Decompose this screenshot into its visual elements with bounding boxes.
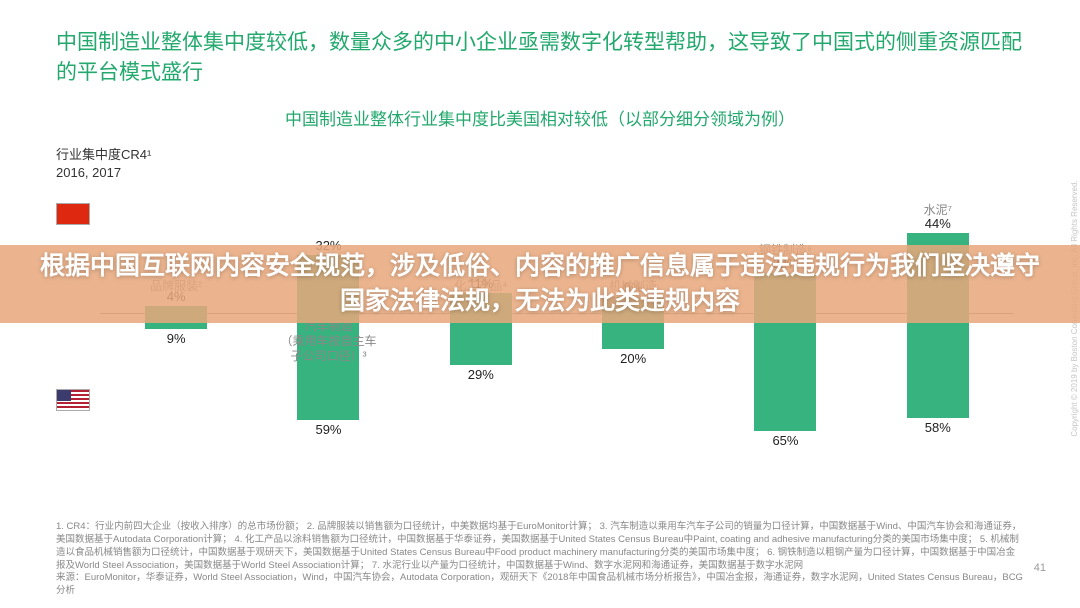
bar-usa: 58% bbox=[907, 313, 969, 418]
bar-value-label: 20% bbox=[602, 351, 664, 366]
overlay-text: 根据中国互联网内容安全规范，涉及低俗、内容的推广信息属于违法违规行为我们坚决遵守… bbox=[40, 249, 1040, 319]
axis-label: 行业集中度CR4¹ bbox=[56, 144, 1024, 163]
slide-subtitle: 中国制造业整体行业集中度比美国相对较低（以部分细分领域为例） bbox=[56, 105, 1024, 130]
footnote-line: 1. CR4：行业内前四大企业（按收入排序）的总市场份额； 2. 品牌服装以销售… bbox=[56, 521, 1024, 572]
category-label: 汽车制造（乘用车按自主车子公司口径）³ bbox=[237, 319, 420, 364]
bar-value-label: 65% bbox=[754, 433, 816, 448]
bar-value-label: 59% bbox=[297, 422, 359, 437]
bar-value-label: 44% bbox=[907, 216, 969, 231]
flag-china-icon bbox=[56, 203, 90, 225]
bar-value-label: 9% bbox=[145, 331, 207, 346]
footnote-line: 来源：EuroMonitor，华泰证券，World Steel Associat… bbox=[56, 572, 1024, 598]
footnotes: 1. CR4：行业内前四大企业（按收入排序）的总市场份额； 2. 品牌服装以销售… bbox=[56, 521, 1024, 598]
category-label: 水泥⁷ bbox=[846, 203, 1029, 218]
flag-usa-icon bbox=[56, 389, 90, 411]
page-number: 41 bbox=[1034, 562, 1046, 574]
bar-value-label: 29% bbox=[450, 367, 512, 382]
bar-usa: 65% bbox=[754, 313, 816, 431]
bar-value-label: 58% bbox=[907, 420, 969, 435]
axis-year: 2016, 2017 bbox=[56, 165, 1024, 180]
content-warning-overlay: 根据中国互联网内容安全规范，涉及低俗、内容的推广信息属于违法违规行为我们坚决遵守… bbox=[0, 245, 1080, 323]
slide-title: 中国制造业整体集中度较低，数量众多的中小企业亟需数字化转型帮助，这导致了中国式的… bbox=[56, 28, 1024, 89]
